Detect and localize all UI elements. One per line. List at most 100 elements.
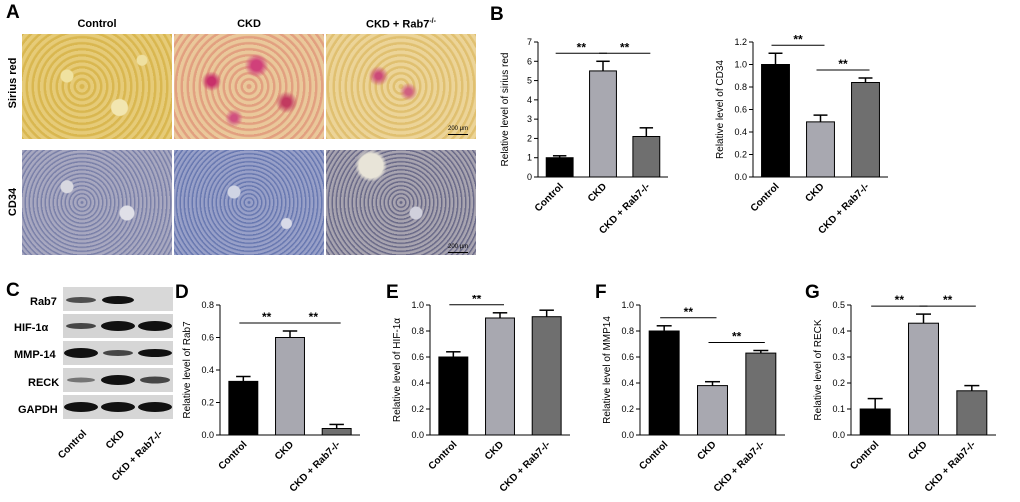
significance-mark: **	[793, 32, 803, 46]
y-tick-label: 0	[527, 172, 532, 182]
row-label-cd34: CD34	[7, 187, 19, 217]
bar-2	[851, 82, 880, 178]
column-header-control: Control	[77, 18, 117, 30]
y-tick-label: 0.4	[621, 378, 634, 388]
x-tick-label: CKD + Rab7-/-	[923, 439, 978, 494]
y-tick-label: 0.6	[734, 105, 747, 115]
y-axis-label: Relative level of HIF-1α	[392, 318, 403, 422]
y-tick-label: 7	[527, 37, 532, 47]
y-tick-label: 1	[527, 153, 532, 163]
bar-1	[806, 121, 835, 178]
y-tick-label: 4	[527, 95, 532, 105]
y-tick-label: 0.4	[832, 326, 845, 336]
y-axis-label: Relative level of MMP14	[602, 316, 613, 424]
lane-label-ckd: CKD	[104, 428, 127, 451]
x-tick-label: Control	[848, 439, 881, 472]
bar-2	[745, 352, 777, 436]
band-mmp14-rab7	[138, 349, 172, 357]
panel-letter-d: D	[175, 282, 189, 303]
y-tick-label: 0.6	[201, 333, 214, 343]
band-rab7-ckd	[102, 296, 134, 304]
y-tick-label: 1.0	[734, 60, 747, 70]
bar-2	[321, 428, 352, 436]
y-tick-label: 0.2	[621, 404, 634, 414]
bar-1	[697, 385, 728, 436]
band-hif1a-rab7	[138, 321, 172, 331]
band-reck-rab7	[140, 376, 170, 384]
y-tick-label: 0.4	[734, 127, 747, 137]
y-tick-label: 3	[527, 114, 532, 124]
bar-0	[859, 408, 891, 436]
bar-1	[485, 317, 515, 436]
y-axis-label: Relative level of sirius red	[500, 53, 511, 167]
band-mmp14-ckd	[103, 350, 133, 356]
bar-1	[275, 337, 305, 436]
bar-1	[589, 70, 617, 178]
significance-mark: **	[838, 57, 848, 71]
x-tick-label: CKD + Rab7-/-	[712, 439, 767, 494]
micrograph-sirius-control	[22, 34, 172, 139]
x-tick-label: Control	[749, 181, 782, 214]
y-tick-label: 0.4	[411, 378, 424, 388]
bar-0	[438, 356, 469, 436]
x-tick-label: CKD	[804, 181, 827, 204]
y-tick-label: 0.6	[621, 352, 634, 362]
scale-label-2: 200 μm	[448, 244, 469, 250]
x-tick-label: CKD	[696, 439, 719, 462]
x-tick-label: Control	[533, 181, 566, 214]
band-label-reck: RECK	[28, 377, 60, 389]
scale-label-1: 200 μm	[448, 126, 469, 132]
panel-letter-e: E	[386, 282, 399, 303]
y-tick-label: 0.8	[621, 326, 634, 336]
x-tick-label: CKD + Rab7-/-	[498, 439, 553, 494]
scale-bar-2	[448, 252, 468, 253]
bar-2	[632, 136, 661, 178]
significance-mark: **	[620, 40, 630, 54]
western-blot-lane-labels: Control CKD CKD + Rab7-/-	[56, 428, 165, 483]
x-tick-label: CKD	[586, 181, 609, 204]
significance-mark: **	[262, 310, 272, 324]
y-axis-label: Relative level of RECK	[813, 319, 824, 420]
chart-rab7: 0.0 0.2 0.4 0.6 0.8 Relative level of Rab7 Con…	[182, 300, 360, 494]
y-tick-label: 0.0	[411, 430, 424, 440]
y-tick-label: 0.0	[734, 172, 747, 182]
y-tick-label: 0.0	[621, 430, 634, 440]
x-tick-label: CKD + Rab7-/-	[288, 439, 343, 494]
micrograph-cd34-ckd	[174, 150, 324, 255]
band-reck-ckd	[101, 375, 135, 385]
significance-mark: **	[684, 305, 694, 319]
band-label-mmp14: MMP-14	[14, 349, 56, 361]
y-tick-label: 1.2	[734, 37, 747, 47]
scale-bar-1	[448, 134, 468, 135]
x-tick-label: Control	[637, 439, 670, 472]
y-tick-label: 0.0	[201, 430, 214, 440]
y-tick-label: 1.0	[621, 300, 634, 310]
y-tick-label: 0.2	[411, 404, 424, 414]
y-tick-label: 0.5	[832, 300, 845, 310]
y-tick-label: 0.0	[832, 430, 845, 440]
y-tick-label: 0.8	[411, 326, 424, 336]
panel-letter-a: A	[6, 2, 20, 23]
y-tick-label: 0.2	[832, 378, 845, 388]
x-tick-label: Control	[217, 439, 250, 472]
significance-mark: **	[732, 330, 742, 344]
y-tick-label: 2	[527, 133, 532, 143]
band-hif1a-control	[66, 323, 96, 329]
chart-cd34: 0.0 0.2 0.4 0.6 0.8 1.0 1.2 Relative level of C…	[715, 32, 888, 236]
band-label-hif1a: HIF-1α	[14, 322, 49, 334]
band-hif1a-ckd	[101, 321, 135, 331]
significance-mark: **	[577, 40, 587, 54]
y-tick-label: 0.1	[832, 404, 845, 414]
panel-letter-c: C	[6, 280, 20, 301]
lane-label-control: Control	[56, 428, 89, 461]
western-blot	[63, 287, 173, 419]
x-tick-label: CKD	[273, 439, 296, 462]
bar-1	[908, 322, 939, 436]
bar-0	[648, 330, 680, 436]
band-gapdh-ckd	[101, 402, 135, 412]
y-tick-label: 5	[527, 76, 532, 86]
micrograph-cd34-ckd-rab7	[326, 150, 476, 255]
panel-letter-f: F	[595, 282, 607, 303]
bar-0	[228, 380, 259, 436]
micrograph-sirius-ckd-rab7	[326, 34, 476, 139]
